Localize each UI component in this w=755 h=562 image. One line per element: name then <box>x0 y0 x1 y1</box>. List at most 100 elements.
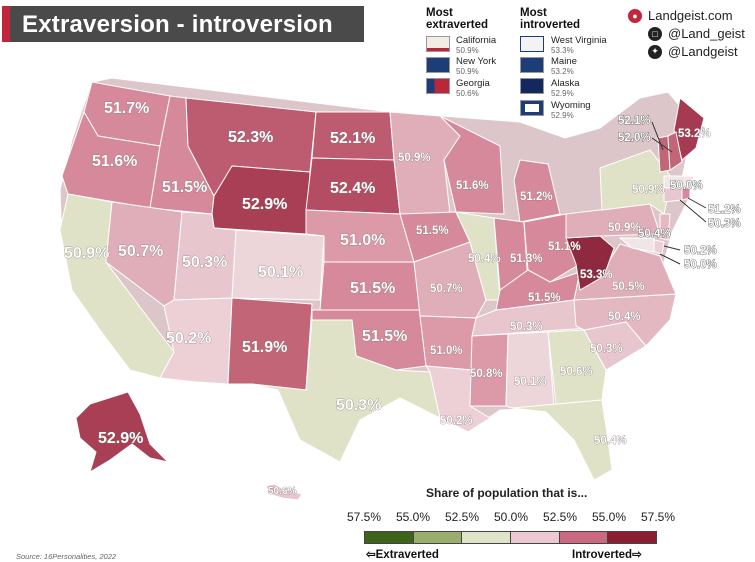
label-md: 50.0% <box>684 259 717 271</box>
brand-site[interactable]: ● Landgeist.com <box>628 8 733 23</box>
california-flag-icon <box>426 36 450 52</box>
twitter-icon: ✦ <box>648 44 662 59</box>
state-il <box>455 211 501 301</box>
scale-tick-1: 57.5% <box>346 510 382 524</box>
extraverted-pct-1: 50.9% <box>456 46 479 55</box>
scale-tick-4: 50.0% <box>493 510 529 524</box>
scale-tick-6: 55.0% <box>591 510 627 524</box>
arrow-left-icon: ⇦ <box>366 549 376 561</box>
title-banner: Extraversion - introversion <box>2 6 364 42</box>
state-mo <box>413 241 487 319</box>
scale-step-4 <box>511 532 560 543</box>
state-nc <box>573 293 677 347</box>
state-ar <box>419 315 477 371</box>
label-pa: 50.9% <box>608 222 641 234</box>
georgia-flag-icon <box>426 78 450 94</box>
scale-tick-2: 55.0% <box>395 510 431 524</box>
label-or: 51.6% <box>92 153 137 170</box>
state-de <box>653 239 665 255</box>
brand-instagram[interactable]: □ @Land_geist <box>648 26 745 41</box>
scale-title: Share of population that is... <box>426 486 588 500</box>
label-ia: 51.5% <box>416 225 449 237</box>
state-hi <box>265 483 303 501</box>
label-la: 50.2% <box>440 415 473 427</box>
label-il: 50.4% <box>468 253 501 265</box>
introverted-state-4: Wyoming <box>551 100 591 111</box>
brand-instagram-text: @Land_geist <box>668 26 745 41</box>
state-ri <box>681 187 691 201</box>
label-id: 51.5% <box>162 179 207 196</box>
label-mt: 52.3% <box>228 129 273 146</box>
label-wa: 51.7% <box>104 100 149 117</box>
label-ak: 52.9% <box>98 430 143 447</box>
most-introverted-heading: Most introverted <box>520 7 581 31</box>
label-wy: 52.9% <box>242 196 287 213</box>
state-ga <box>547 329 607 405</box>
label-wv: 53.3% <box>580 269 613 281</box>
label-ca: 50.9% <box>64 245 109 262</box>
label-ar: 51.0% <box>430 345 463 357</box>
introverted-pct-4: 52.9% <box>551 111 574 120</box>
label-de: 50.2% <box>684 245 717 257</box>
extraverted-state-2: New York <box>456 56 497 67</box>
state-ma <box>663 175 695 189</box>
label-nv: 50.7% <box>118 243 163 260</box>
label-az: 50.2% <box>166 330 211 347</box>
extraverted-pct-2: 50.9% <box>456 67 479 76</box>
introverted-pct-2: 53.2% <box>551 67 574 76</box>
introverted-pct-1: 53.3% <box>551 46 574 55</box>
label-ky: 51.5% <box>528 292 561 304</box>
state-tx <box>251 319 441 463</box>
color-scale <box>364 531 657 544</box>
label-ri: 51.2% <box>708 204 741 216</box>
scale-tick-5: 52.5% <box>542 510 578 524</box>
instagram-icon: □ <box>648 26 662 41</box>
scale-step-1 <box>365 532 414 543</box>
alaska-flag-icon <box>520 78 544 94</box>
label-nm: 51.9% <box>242 339 287 356</box>
state-mi <box>513 159 561 223</box>
label-tn: 50.3% <box>510 321 543 333</box>
label-oh: 51.1% <box>548 241 581 253</box>
introverted-pct-3: 52.9% <box>551 89 574 98</box>
wyoming-flag-icon <box>520 100 544 116</box>
label-hi: 50.6% <box>268 486 296 497</box>
state-co <box>231 229 325 301</box>
state-ak <box>75 391 170 474</box>
label-in: 51.3% <box>510 253 543 265</box>
label-ok: 51.5% <box>362 328 407 345</box>
brand-twitter-text: @Landgeist <box>668 44 738 59</box>
label-ma: 50.0% <box>670 180 703 192</box>
label-ut: 50.3% <box>182 254 227 271</box>
label-mn: 50.9% <box>398 152 431 164</box>
label-al: 50.1% <box>514 376 547 388</box>
introverted-direction: Introverted⇨ <box>572 547 642 561</box>
new-york-flag-icon <box>426 57 450 73</box>
label-me: 53.2% <box>678 128 711 140</box>
extraverted-state-3: Georgia <box>456 78 490 89</box>
label-nh: 52.0% <box>618 132 651 144</box>
state-me <box>673 97 705 161</box>
scale-step-6 <box>608 532 657 543</box>
introverted-label: Introverted <box>572 549 633 561</box>
introverted-state-2: Maine <box>551 56 577 67</box>
extraverted-direction: ⇦Extraverted <box>366 547 439 561</box>
scale-step-3 <box>462 532 512 543</box>
state-al <box>505 331 555 409</box>
arrow-right-icon: ⇨ <box>632 549 642 561</box>
label-ct: 50.3% <box>708 218 741 230</box>
label-va: 50.5% <box>612 281 645 293</box>
label-ks: 51.5% <box>350 280 395 297</box>
label-tx: 50.3% <box>336 397 381 414</box>
state-nh <box>667 131 683 171</box>
source-note: Source: 16Personalities, 2022 <box>16 552 117 561</box>
label-wi: 51.6% <box>456 180 489 192</box>
brand-twitter[interactable]: ✦ @Landgeist <box>648 44 738 59</box>
west-virginia-flag-icon <box>520 36 544 52</box>
label-co: 50.1% <box>258 264 303 281</box>
label-mo: 50.7% <box>430 283 463 295</box>
globe-icon: ● <box>628 8 642 23</box>
introverted-state-1: West Virginia <box>551 35 607 46</box>
maine-flag-icon <box>520 57 544 73</box>
